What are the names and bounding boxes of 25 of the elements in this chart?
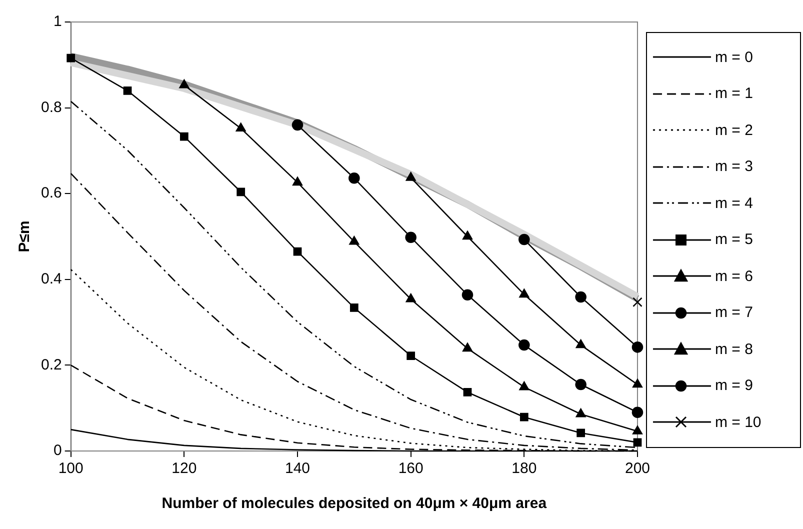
x-tick-label: 160 bbox=[398, 460, 424, 478]
y-tick-label: 0 bbox=[54, 442, 62, 460]
x-axis-title: Number of molecules deposited on 40μm × 40μm area bbox=[162, 495, 548, 512]
legend-label: m = 7 bbox=[715, 304, 753, 322]
legend-label: m = 0 bbox=[715, 48, 753, 66]
x-tick-label: 200 bbox=[624, 460, 650, 478]
legend-label: m = 4 bbox=[715, 194, 753, 212]
legend-label: m = 2 bbox=[715, 122, 753, 139]
y-tick-label: 0.4 bbox=[40, 270, 62, 288]
x-tick-label: 120 bbox=[172, 460, 197, 478]
legend-label: m = 5 bbox=[715, 231, 753, 248]
y-tick-label: 0.6 bbox=[40, 184, 62, 202]
x-tick-label: 140 bbox=[284, 460, 310, 478]
x-tick-label: 100 bbox=[58, 460, 84, 478]
legend-label: m = 3 bbox=[715, 158, 753, 176]
legend-label: m = 1 bbox=[715, 85, 753, 102]
y-tick-label: 1 bbox=[54, 13, 62, 30]
y-tick-label: 0.2 bbox=[40, 356, 62, 374]
legend-label: m = 6 bbox=[715, 268, 753, 285]
y-tick-label: 0.8 bbox=[40, 98, 62, 116]
y-axis-title: P≤m bbox=[16, 220, 34, 252]
legend-label: m = 9 bbox=[715, 377, 753, 394]
legend-label: m = 10 bbox=[715, 414, 762, 431]
legend-label: m = 8 bbox=[715, 340, 753, 358]
x-tick-label: 180 bbox=[512, 460, 537, 478]
